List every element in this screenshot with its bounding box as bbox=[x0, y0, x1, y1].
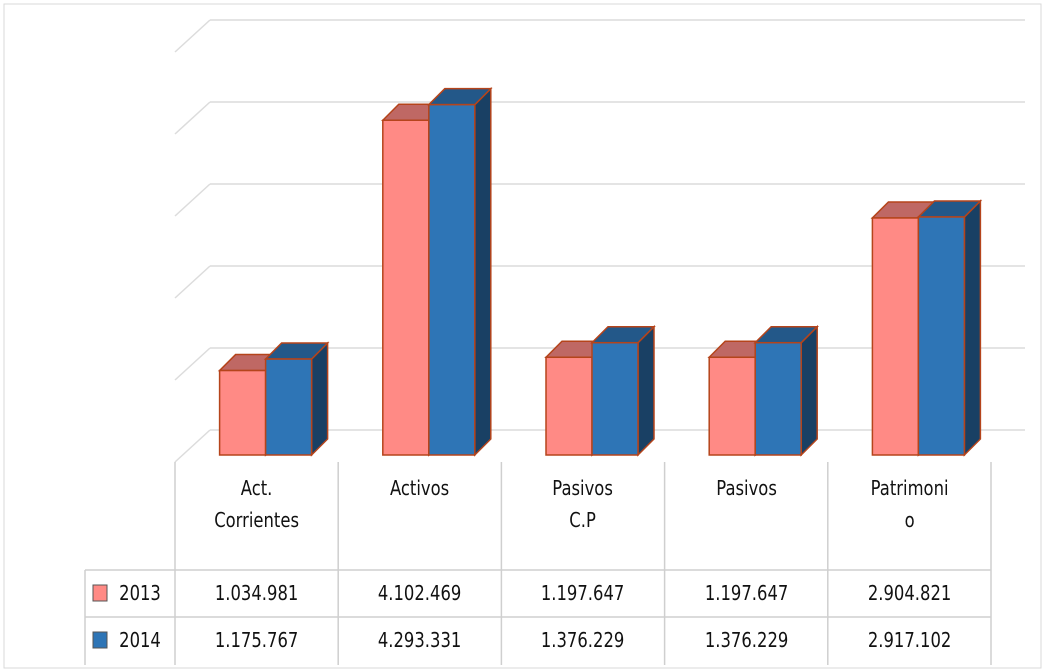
bar bbox=[218, 369, 267, 456]
category-label: Activos bbox=[390, 476, 450, 500]
grid-line-side bbox=[174, 265, 211, 299]
legend-swatch bbox=[92, 631, 108, 649]
bar bbox=[708, 356, 756, 456]
table-value: 1.197.647 bbox=[541, 581, 625, 605]
table-value: 1.376.229 bbox=[541, 628, 625, 652]
bar bbox=[264, 358, 313, 456]
bar-side bbox=[474, 86, 492, 457]
grid-line-side bbox=[174, 347, 211, 381]
bar-side bbox=[800, 324, 818, 457]
category-label: Pasivos C.P bbox=[552, 476, 614, 532]
grid-line-side bbox=[174, 101, 211, 135]
bar bbox=[917, 216, 966, 456]
bar bbox=[428, 103, 476, 456]
category-label: Pasivos bbox=[715, 476, 777, 500]
bar-side bbox=[637, 324, 655, 457]
legend-label: 2013 bbox=[119, 581, 161, 605]
grid-line-side bbox=[174, 429, 211, 463]
category-label: Patrimoni o bbox=[870, 476, 949, 532]
bar bbox=[545, 356, 593, 456]
category-label: Act. Corrientes bbox=[214, 476, 299, 532]
table-value: 4.102.469 bbox=[378, 581, 462, 605]
table-value: 1.034.981 bbox=[214, 581, 299, 605]
grid-line-side bbox=[174, 19, 211, 53]
chart-border bbox=[3, 3, 1042, 669]
bar bbox=[871, 217, 920, 456]
grid-line-side bbox=[174, 183, 211, 217]
bar bbox=[382, 119, 430, 456]
table-value: 1.376.229 bbox=[704, 628, 788, 652]
legend-label: 2014 bbox=[119, 628, 161, 652]
table-value: 4.293.331 bbox=[378, 628, 462, 652]
bar bbox=[754, 341, 802, 456]
legend-swatch bbox=[92, 584, 108, 602]
bar-side bbox=[963, 199, 982, 457]
table-value: 2.917.102 bbox=[867, 628, 952, 652]
table-value: 1.175.767 bbox=[214, 628, 299, 652]
bar bbox=[591, 341, 639, 456]
table-value: 2.904.821 bbox=[867, 581, 952, 605]
bar-side bbox=[310, 341, 329, 457]
table-value: 1.197.647 bbox=[704, 581, 788, 605]
